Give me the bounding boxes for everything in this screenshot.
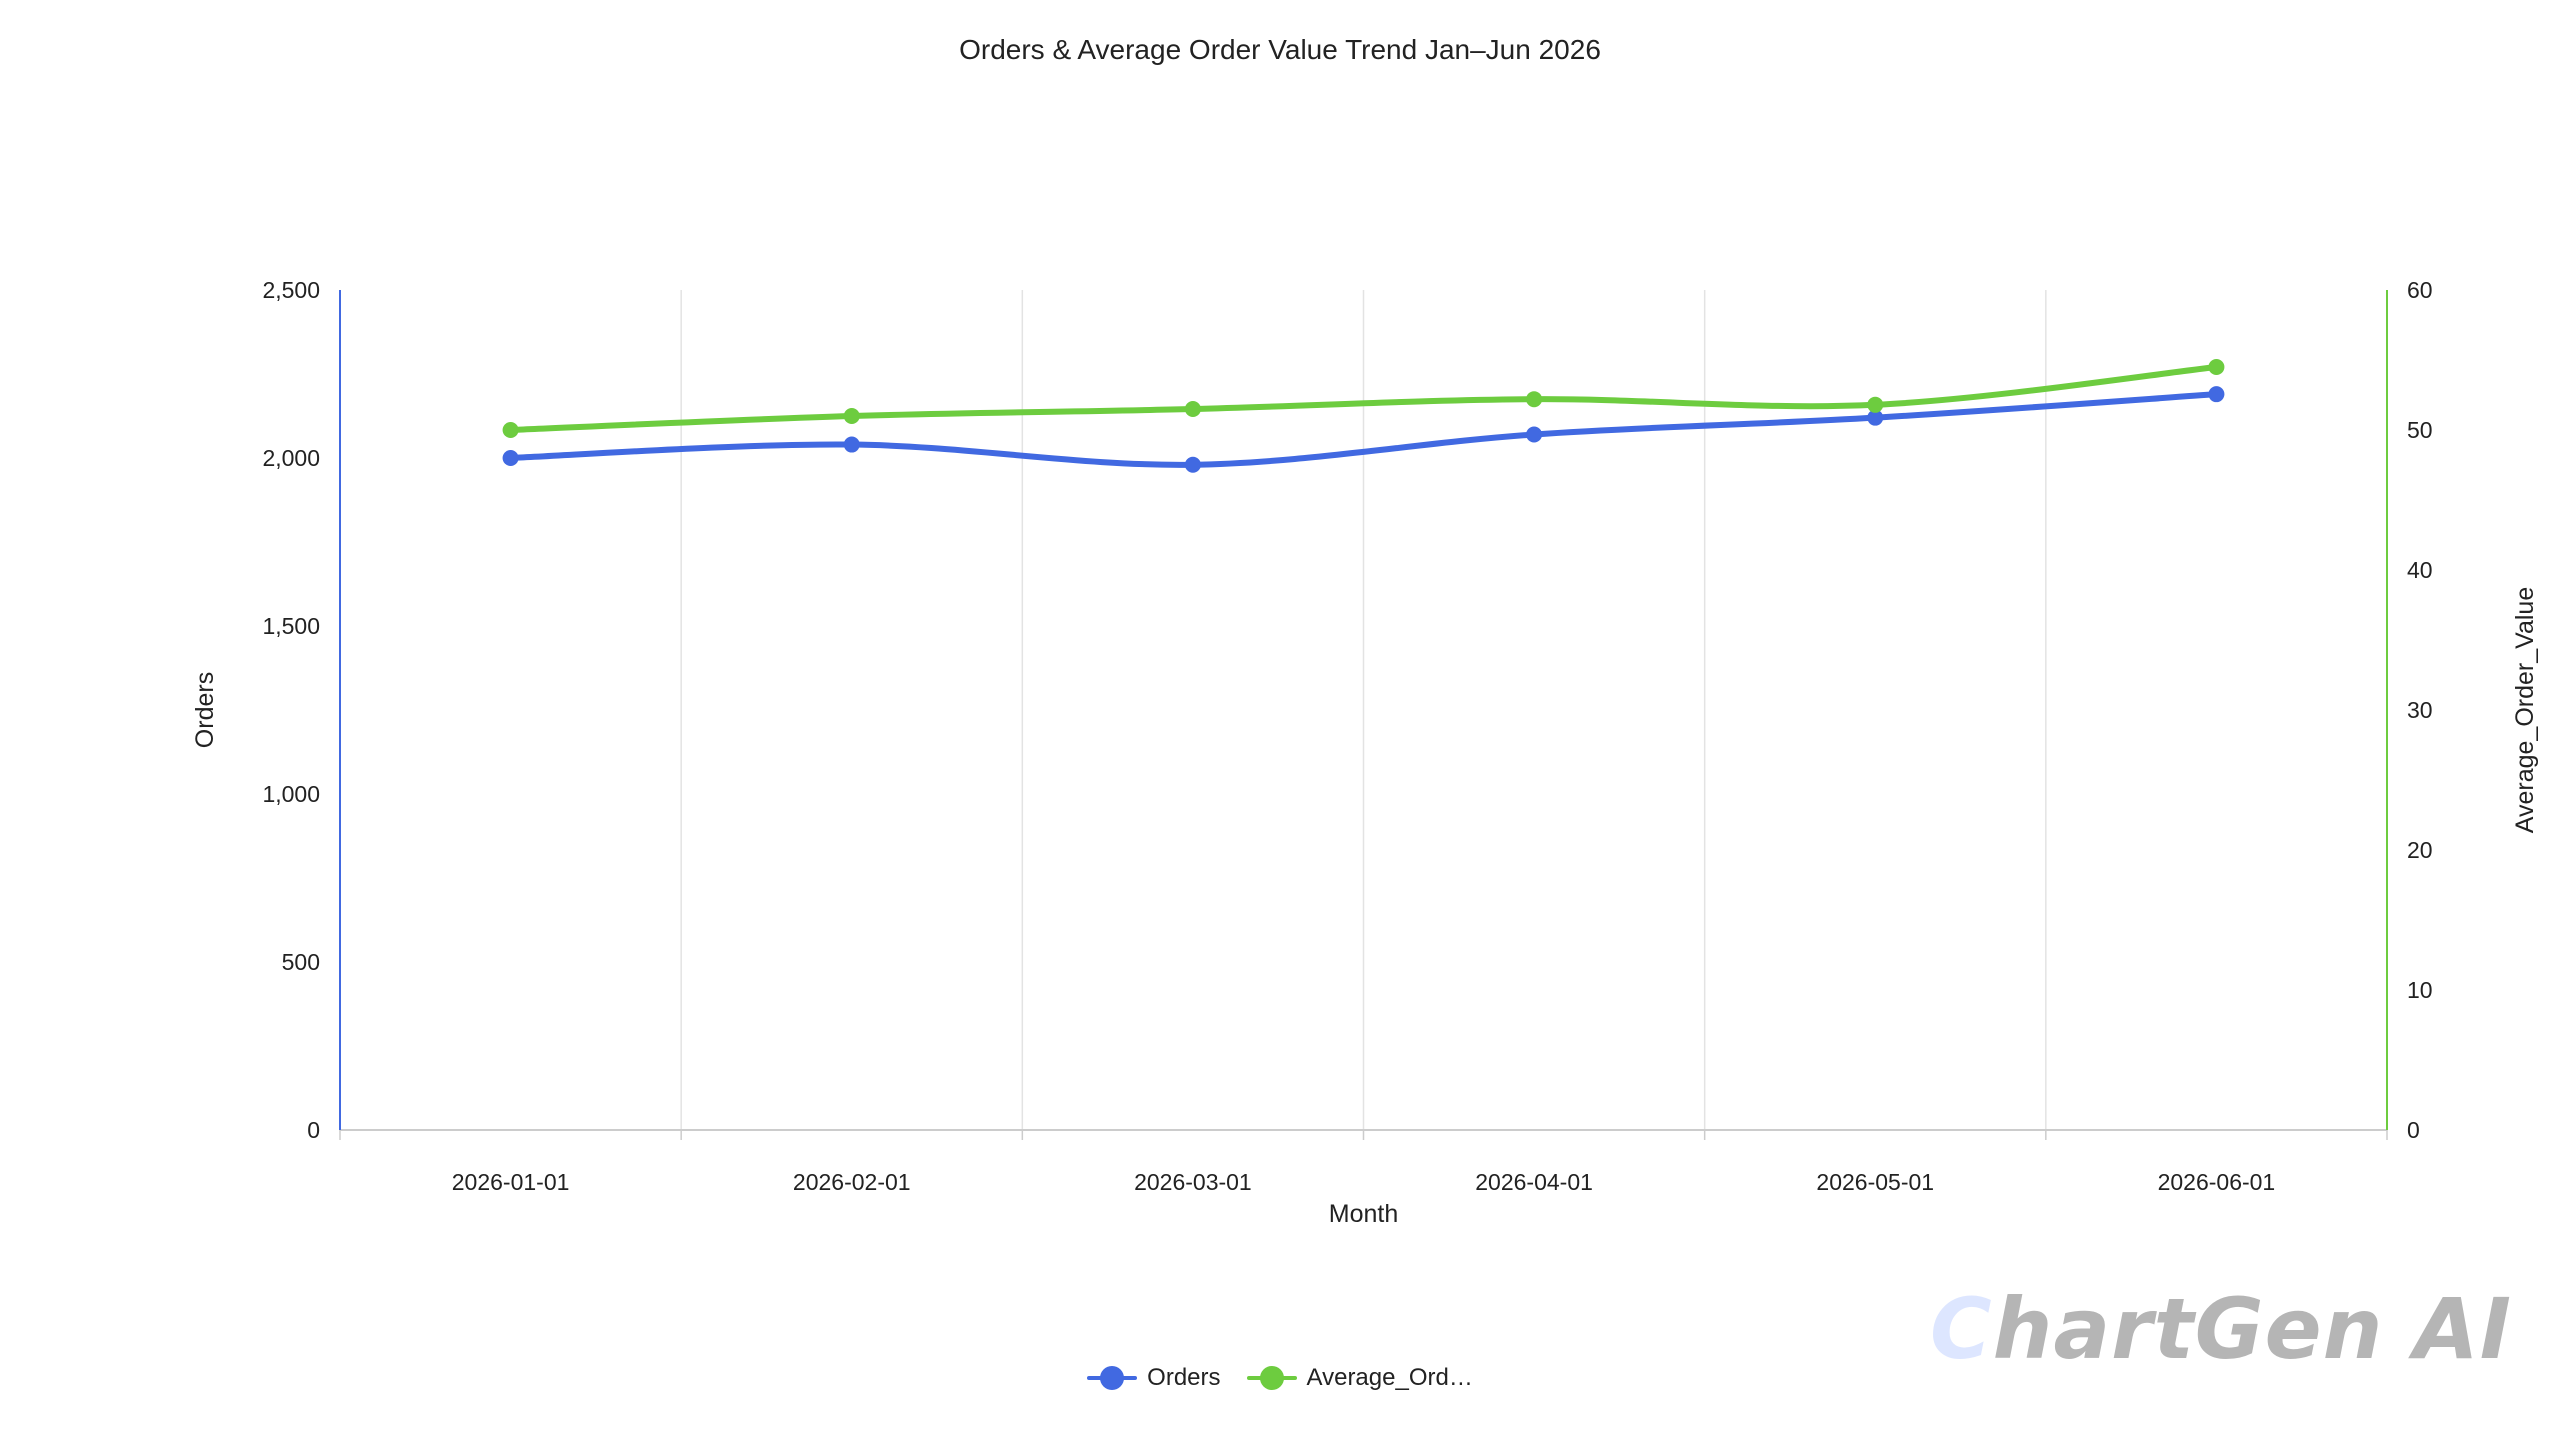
- y-tick-label-left: 0: [307, 1117, 320, 1143]
- y-axis-title-right: Average_Order_Value: [2511, 587, 2539, 833]
- data-point-average-order-value: [1867, 396, 1884, 413]
- legend-item-average-order-value[interactable]: Average_Ord…: [1246, 1364, 1473, 1392]
- x-axis-title: Month: [1329, 1200, 1398, 1228]
- legend: Orders Average_Ord…: [0, 1364, 2560, 1392]
- chartgen-logo: ChartGen AI: [1930, 1280, 2512, 1378]
- data-point-orders: [502, 450, 519, 466]
- x-tick-label: 2026-01-01: [452, 1169, 570, 1195]
- y-tick-label-right: 30: [2407, 697, 2433, 723]
- data-point-average-order-value: [1184, 401, 1201, 417]
- legend-label-average-order-value: Average_Ord…: [1306, 1364, 1473, 1391]
- legend-item-orders[interactable]: Orders: [1087, 1364, 1221, 1392]
- y-tick-label-right: 20: [2407, 837, 2433, 863]
- data-point-orders: [1526, 426, 1543, 443]
- y-tick-label-left: 2,500: [262, 277, 320, 303]
- y-tick-label-right: 50: [2407, 417, 2433, 443]
- series-line-average-order-value: [507, 364, 2220, 433]
- legend-swatch-average-order-value: [1246, 1366, 1297, 1390]
- y-tick-label-right: 60: [2407, 277, 2433, 303]
- data-point-average-order-value: [1526, 391, 1543, 408]
- data-point-orders: [2208, 386, 2225, 403]
- data-point-orders: [843, 436, 860, 453]
- legend-label-orders: Orders: [1147, 1364, 1221, 1391]
- y-axis-title-left: Orders: [191, 672, 219, 748]
- legend-swatch-orders: [1087, 1366, 1138, 1390]
- data-point-orders: [1184, 456, 1201, 473]
- y-tick-label-right: 0: [2407, 1117, 2420, 1143]
- y-tick-label-left: 2,000: [262, 445, 320, 471]
- x-tick-label: 2026-02-01: [793, 1169, 911, 1195]
- y-tick-label-right: 10: [2407, 977, 2433, 1003]
- x-tick-label: 2026-05-01: [1816, 1169, 1934, 1195]
- y-tick-label-left: 500: [282, 949, 320, 975]
- y-tick-label-left: 1,500: [262, 613, 320, 639]
- y-tick-label-right: 40: [2407, 557, 2433, 583]
- data-point-orders: [1867, 409, 1884, 426]
- data-point-average-order-value: [502, 422, 519, 438]
- x-tick-label: 2026-03-01: [1134, 1169, 1252, 1195]
- x-tick-label: 2026-06-01: [2158, 1169, 2276, 1195]
- y-tick-label-left: 1,000: [262, 781, 320, 807]
- chart-title: Orders & Average Order Value Trend Jan–J…: [959, 34, 1601, 65]
- series-line-orders: [507, 391, 2220, 468]
- data-point-average-order-value: [2208, 359, 2225, 375]
- x-tick-label: 2026-04-01: [1475, 1169, 1593, 1195]
- data-point-average-order-value: [843, 408, 860, 424]
